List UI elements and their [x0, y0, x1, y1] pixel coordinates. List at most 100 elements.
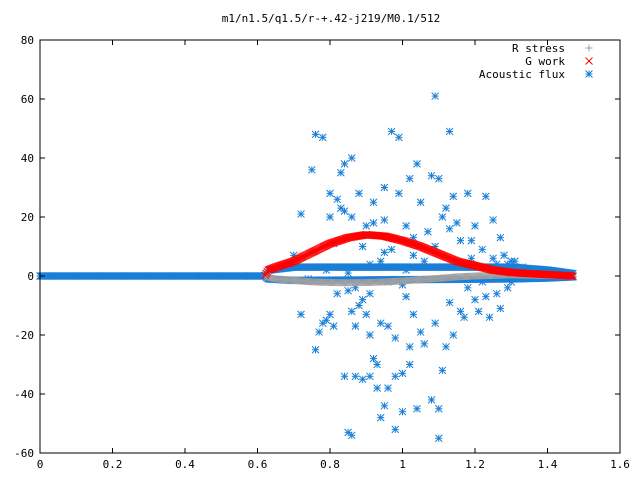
acoustic-flux-point [344, 286, 352, 295]
acoustic-flux-point [322, 316, 331, 325]
acoustic-flux-point [347, 154, 356, 162]
acoustic-flux-point [431, 319, 439, 328]
acoustic-flux-point [380, 183, 389, 192]
y-tick-label: 0 [27, 270, 34, 283]
acoustic-flux-point [297, 210, 305, 218]
acoustic-flux-point [438, 213, 447, 221]
acoustic-flux-point [387, 127, 396, 136]
acoustic-flux-point [373, 360, 381, 369]
acoustic-flux-point [434, 174, 443, 183]
acoustic-flux-point [489, 254, 497, 263]
x-tick-label: 1 [399, 458, 406, 471]
x-tick-label: 1.4 [538, 458, 558, 471]
x-tick-label: 0.2 [103, 458, 123, 471]
g-work-point [565, 271, 574, 280]
acoustic-flux-point [511, 257, 519, 266]
acoustic-flux-point [409, 310, 418, 319]
y-tick-label: -20 [14, 329, 34, 342]
acoustic-flux-point [449, 192, 458, 201]
acoustic-flux-point [413, 160, 421, 168]
acoustic-flux-point [391, 372, 400, 381]
acoustic-flux-point [460, 313, 468, 322]
series-g-work [261, 230, 577, 280]
acoustic-flux-point [398, 369, 407, 378]
acoustic-flux-point [405, 174, 414, 183]
acoustic-flux-point [471, 221, 479, 230]
acoustic-flux-point [424, 227, 432, 236]
acoustic-flux-point [474, 307, 483, 316]
acoustic-flux-point [333, 289, 342, 298]
legend-label: G work [525, 55, 565, 68]
acoustic-flux-point [496, 233, 505, 242]
acoustic-flux-point [351, 372, 360, 381]
acoustic-flux-point [369, 354, 378, 363]
acoustic-flux-point [351, 322, 360, 331]
acoustic-flux-point [463, 189, 472, 198]
acoustic-flux-point [427, 171, 436, 180]
acoustic-flux-point [318, 133, 327, 142]
acoustic-flux-point [376, 413, 385, 422]
acoustic-flux-point [402, 292, 410, 301]
acoustic-flux-point [387, 245, 396, 254]
acoustic-flux-point [344, 269, 352, 277]
acoustic-flux-point [384, 322, 392, 331]
x-tick-label: 0.4 [175, 458, 195, 471]
acoustic-flux-point [358, 295, 367, 304]
acoustic-flux-point [413, 404, 421, 413]
x-tick-label: 1.6 [610, 458, 630, 471]
acoustic-flux-point [416, 198, 425, 207]
acoustic-flux-point [402, 221, 410, 230]
acoustic-flux-point [456, 236, 465, 245]
acoustic-flux-point [442, 342, 450, 351]
acoustic-flux-point [337, 168, 345, 177]
acoustic-flux-point [366, 260, 374, 269]
acoustic-flux-point [366, 372, 374, 381]
chart-title: m1/n1.5/q1.5/r-+.42-j219/M0.1/512 [222, 12, 441, 25]
x-tick-label: 0.6 [248, 458, 268, 471]
axes: 0 0.2 0.4 0.6 0.8 1 1.2 1.4 1.6 -60 -40 -20 0 20 40 60 8… [14, 34, 630, 471]
acoustic-flux-point [340, 207, 349, 215]
x-tick-label: 0 [37, 458, 44, 471]
acoustic-flux-point [366, 289, 374, 298]
acoustic-flux-point [431, 92, 439, 100]
acoustic-flux-point [409, 251, 418, 260]
acoustic-flux-point [456, 307, 465, 316]
acoustic-flux-point [347, 431, 356, 440]
acoustic-flux-point [445, 127, 454, 136]
acoustic-flux-point [463, 283, 472, 292]
acoustic-flux-point [311, 130, 320, 139]
legend-label: R stress [512, 42, 565, 55]
acoustic-flux-point [362, 221, 371, 230]
x-tick-label: 0.8 [320, 458, 340, 471]
acoustic-flux-point [362, 310, 371, 319]
y-tick-label: 20 [21, 211, 34, 224]
acoustic-flux-point [329, 322, 338, 331]
g-work-point [567, 272, 576, 280]
acoustic-flux-point [500, 251, 508, 260]
acoustic-flux-point [471, 295, 479, 304]
acoustic-flux-point [369, 219, 378, 227]
acoustic-flux-point [405, 360, 414, 369]
g-work-point [569, 272, 577, 280]
acoustic-flux-point [482, 292, 490, 301]
acoustic-flux-point [442, 204, 450, 213]
acoustic-flux-point [391, 334, 400, 342]
acoustic-flux-point [485, 313, 494, 322]
acoustic-flux-point [445, 224, 454, 233]
acoustic-flux-point [366, 331, 374, 339]
acoustic-flux-point [373, 384, 381, 392]
acoustic-flux-point [453, 219, 461, 227]
y-tick-label: -40 [14, 388, 34, 401]
acoustic-flux-point [311, 345, 320, 354]
acoustic-flux-point [384, 384, 392, 392]
acoustic-flux-point [355, 189, 363, 198]
acoustic-flux-point [478, 245, 487, 254]
plot-marks [36, 92, 577, 443]
acoustic-flux-point [427, 396, 436, 404]
acoustic-flux-point [315, 328, 323, 336]
acoustic-flux-point [380, 216, 389, 224]
x-tick-label: 1.2 [465, 458, 485, 471]
acoustic-flux-point [420, 257, 429, 266]
